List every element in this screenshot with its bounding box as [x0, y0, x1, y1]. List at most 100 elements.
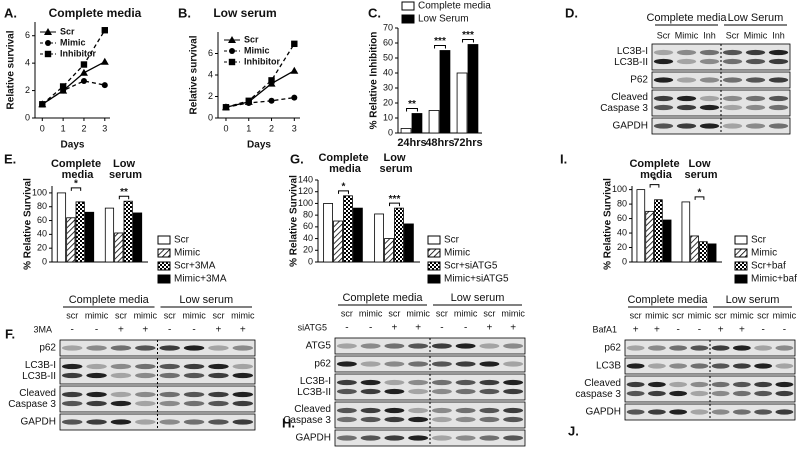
group-label: Low Serum	[728, 12, 784, 24]
y-axis-label: % Relative Survival	[603, 178, 614, 270]
row-label: GAPDH	[20, 417, 56, 428]
bar	[56, 192, 67, 263]
band	[408, 379, 429, 386]
panel-letter: G.	[290, 151, 304, 166]
band	[360, 416, 381, 423]
y-tick-label: 0	[308, 256, 313, 266]
marker	[39, 101, 46, 108]
lane-label: scr	[115, 310, 127, 320]
band	[503, 379, 524, 386]
band	[135, 400, 156, 407]
series-line	[41, 29, 106, 105]
series-line	[41, 80, 105, 105]
treatment-sign: -	[369, 323, 372, 334]
row-label: LC3B-I	[25, 360, 56, 371]
bar	[104, 207, 115, 263]
group-label: Complete media	[342, 292, 423, 304]
band	[61, 363, 83, 370]
marker	[101, 27, 108, 34]
y-tick-label: 0	[622, 256, 627, 266]
band	[232, 419, 254, 425]
legend-label: Scr+baf	[751, 261, 786, 272]
lane-label: Scr	[726, 30, 740, 40]
panel-letter: I.	[560, 151, 567, 166]
band	[732, 381, 751, 388]
treatment-sign: -	[345, 323, 348, 334]
treatment-sign: -	[71, 325, 74, 336]
category-label: Low serum	[681, 158, 717, 181]
series-line	[41, 61, 106, 105]
treatment-sign: +	[240, 325, 246, 336]
band	[722, 104, 743, 111]
legend-label: Mimic	[444, 248, 470, 259]
bar	[323, 203, 333, 263]
band	[86, 363, 107, 370]
band	[503, 416, 524, 423]
band	[110, 400, 132, 407]
band	[479, 435, 500, 441]
band	[754, 381, 773, 388]
y-tick-label: 40	[383, 67, 393, 77]
y-tick-label: 20	[383, 97, 393, 107]
bar	[343, 195, 353, 263]
band	[745, 104, 766, 111]
group-label: Low serum	[726, 294, 780, 306]
band	[754, 345, 773, 351]
significance-label: ***	[462, 30, 474, 41]
legend-label: Inhibitor	[60, 48, 96, 58]
legend-label: Mimic	[244, 45, 270, 55]
y-tick-label: 0	[42, 256, 47, 266]
band	[336, 379, 357, 386]
significance-label: *	[342, 181, 346, 192]
group-label: Low serum	[451, 292, 505, 304]
band	[754, 363, 773, 369]
treatment-label: siATG5	[298, 322, 327, 332]
band	[232, 400, 254, 407]
y-tick-label: 70	[383, 22, 393, 32]
panel-letter: H.	[282, 415, 295, 430]
band	[647, 381, 666, 388]
band	[626, 363, 645, 369]
significance-bracket	[70, 187, 82, 191]
bar	[456, 72, 468, 134]
significance-bracket	[406, 108, 418, 112]
bar	[707, 243, 717, 263]
band	[669, 381, 688, 388]
band	[711, 345, 730, 351]
legend-label: Mimic	[751, 248, 777, 259]
bar	[84, 211, 95, 263]
lane-label: mimic	[454, 308, 478, 318]
y-tick-label: 80	[303, 210, 313, 220]
band	[183, 345, 205, 351]
band	[208, 400, 229, 407]
bar	[654, 199, 663, 263]
band	[479, 379, 500, 386]
lane-label: scr	[388, 308, 400, 318]
band	[86, 372, 107, 379]
bar	[404, 223, 414, 263]
marker	[100, 57, 109, 65]
band	[384, 361, 405, 367]
y-tick-label: 30	[383, 82, 393, 92]
panel-letter: C.	[368, 5, 381, 20]
band	[360, 435, 381, 441]
marker	[290, 66, 299, 74]
band	[384, 343, 405, 349]
band	[768, 77, 789, 83]
treatment-label: 3MA	[33, 324, 52, 334]
treatment-sign: +	[118, 325, 124, 336]
row-label: LC3B-I	[617, 46, 648, 57]
band	[647, 363, 666, 369]
band	[431, 379, 452, 386]
band	[722, 95, 743, 102]
lane-label: mimic	[645, 310, 669, 320]
legend-label: Complete media	[418, 1, 491, 12]
row-label: caspase 3	[575, 389, 621, 400]
panel-letter: B.	[178, 5, 191, 20]
band	[208, 372, 229, 379]
band	[208, 419, 229, 425]
band	[183, 372, 205, 379]
band	[360, 379, 381, 386]
treatment-sign: +	[415, 323, 421, 334]
band	[408, 407, 429, 414]
